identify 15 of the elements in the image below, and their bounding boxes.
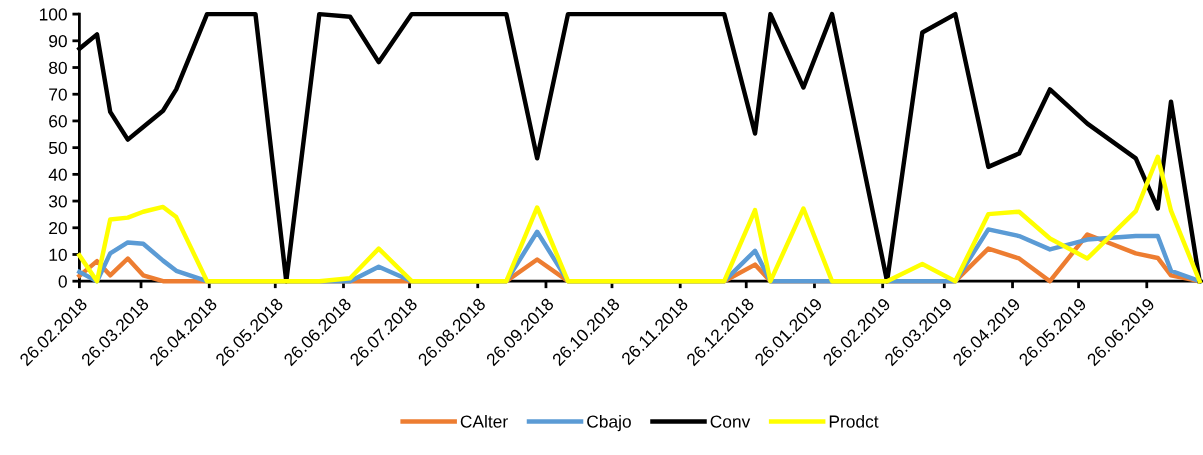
y-tick-label: 0 <box>58 275 67 288</box>
legend-label: Conv <box>710 415 751 428</box>
y-tick-label: 70 <box>49 88 67 101</box>
y-tick-label: 60 <box>49 115 67 128</box>
y-tick-label: 20 <box>49 221 67 235</box>
legend-label: Prodct <box>829 414 879 428</box>
y-tick-label: 100 <box>39 8 67 21</box>
y-tick-label: 50 <box>48 141 67 155</box>
legend-label: Cbajo <box>587 414 631 432</box>
y-tick-label: 80 <box>49 61 67 74</box>
y-tick-label: 10 <box>49 248 67 261</box>
legend-label: CAlter <box>460 414 508 428</box>
y-tick-label: 30 <box>48 195 67 208</box>
y-tick-label: 40 <box>48 168 67 181</box>
y-tick-label: 90 <box>49 34 67 48</box>
